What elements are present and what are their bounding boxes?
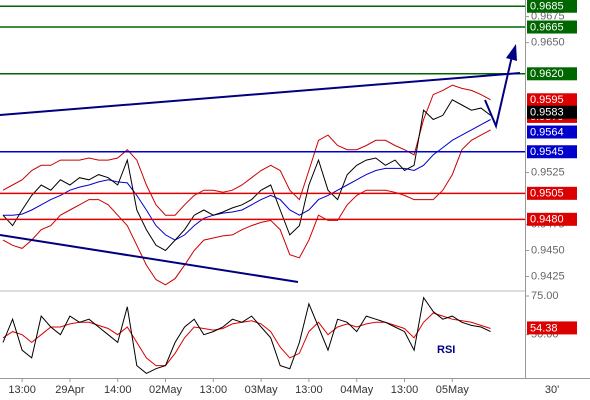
trendlines [0, 44, 521, 283]
series-line [2, 99, 491, 252]
y-tick-label: 0.9675 [531, 11, 565, 23]
series-line [2, 296, 491, 374]
x-tick-label: 13:00 [200, 384, 228, 396]
level-label: 0.9595 [530, 94, 564, 106]
level-box [527, 105, 577, 119]
y-tick-label: 75.00 [531, 290, 559, 302]
level-label: 0.9480 [530, 214, 564, 226]
x-tick-label: 13:00 [391, 384, 419, 396]
trendline [0, 234, 299, 283]
x-tick-label: 03May [245, 384, 279, 396]
level-label: 0.9564 [530, 126, 564, 138]
level-box [527, 93, 577, 107]
x-tick-label: 02May [149, 384, 183, 396]
level-box [527, 321, 577, 335]
y-tick-label: 0.9525 [531, 166, 565, 178]
axis-labels: 0.96750.96500.95250.94750.94500.94250.96… [8, 0, 577, 396]
level-box [527, 125, 577, 139]
level-label: 0.9665 [530, 21, 564, 33]
trendline [0, 72, 521, 116]
plot-area [0, 5, 525, 374]
level-box [527, 0, 577, 13]
level-box [527, 186, 577, 200]
level-label: 0.9545 [530, 146, 564, 158]
x-tick-label: 13:00 [295, 384, 323, 396]
level-label: 0.9505 [530, 188, 564, 200]
level-box [527, 212, 577, 226]
series-line [2, 312, 491, 367]
y-tick-label: 0.9450 [531, 244, 565, 256]
x-axis-unit: 30' [545, 384, 559, 396]
y-tick-label: 0.9650 [531, 37, 565, 49]
level-box [527, 20, 577, 34]
x-tick-label: 14:00 [104, 384, 132, 396]
x-tick-label: 05May [436, 384, 470, 396]
series-line [2, 129, 491, 286]
x-tick-label: 04May [340, 384, 374, 396]
level-box [527, 145, 577, 159]
level-label: 0.9685 [530, 1, 564, 13]
x-tick-label: 13:00 [8, 384, 36, 396]
arrow-head [506, 44, 517, 61]
indicator-label: RSI [437, 344, 455, 356]
forecast-arrow [484, 55, 513, 130]
y-tick-label: 0.9425 [531, 270, 565, 282]
level-label: 0.9583 [530, 107, 564, 119]
x-tick-label: 29Apr [55, 384, 85, 396]
level-label: 0.9620 [530, 68, 564, 80]
series-line [3, 119, 491, 241]
level-label: 54.38 [530, 322, 558, 334]
level-box [527, 67, 577, 81]
